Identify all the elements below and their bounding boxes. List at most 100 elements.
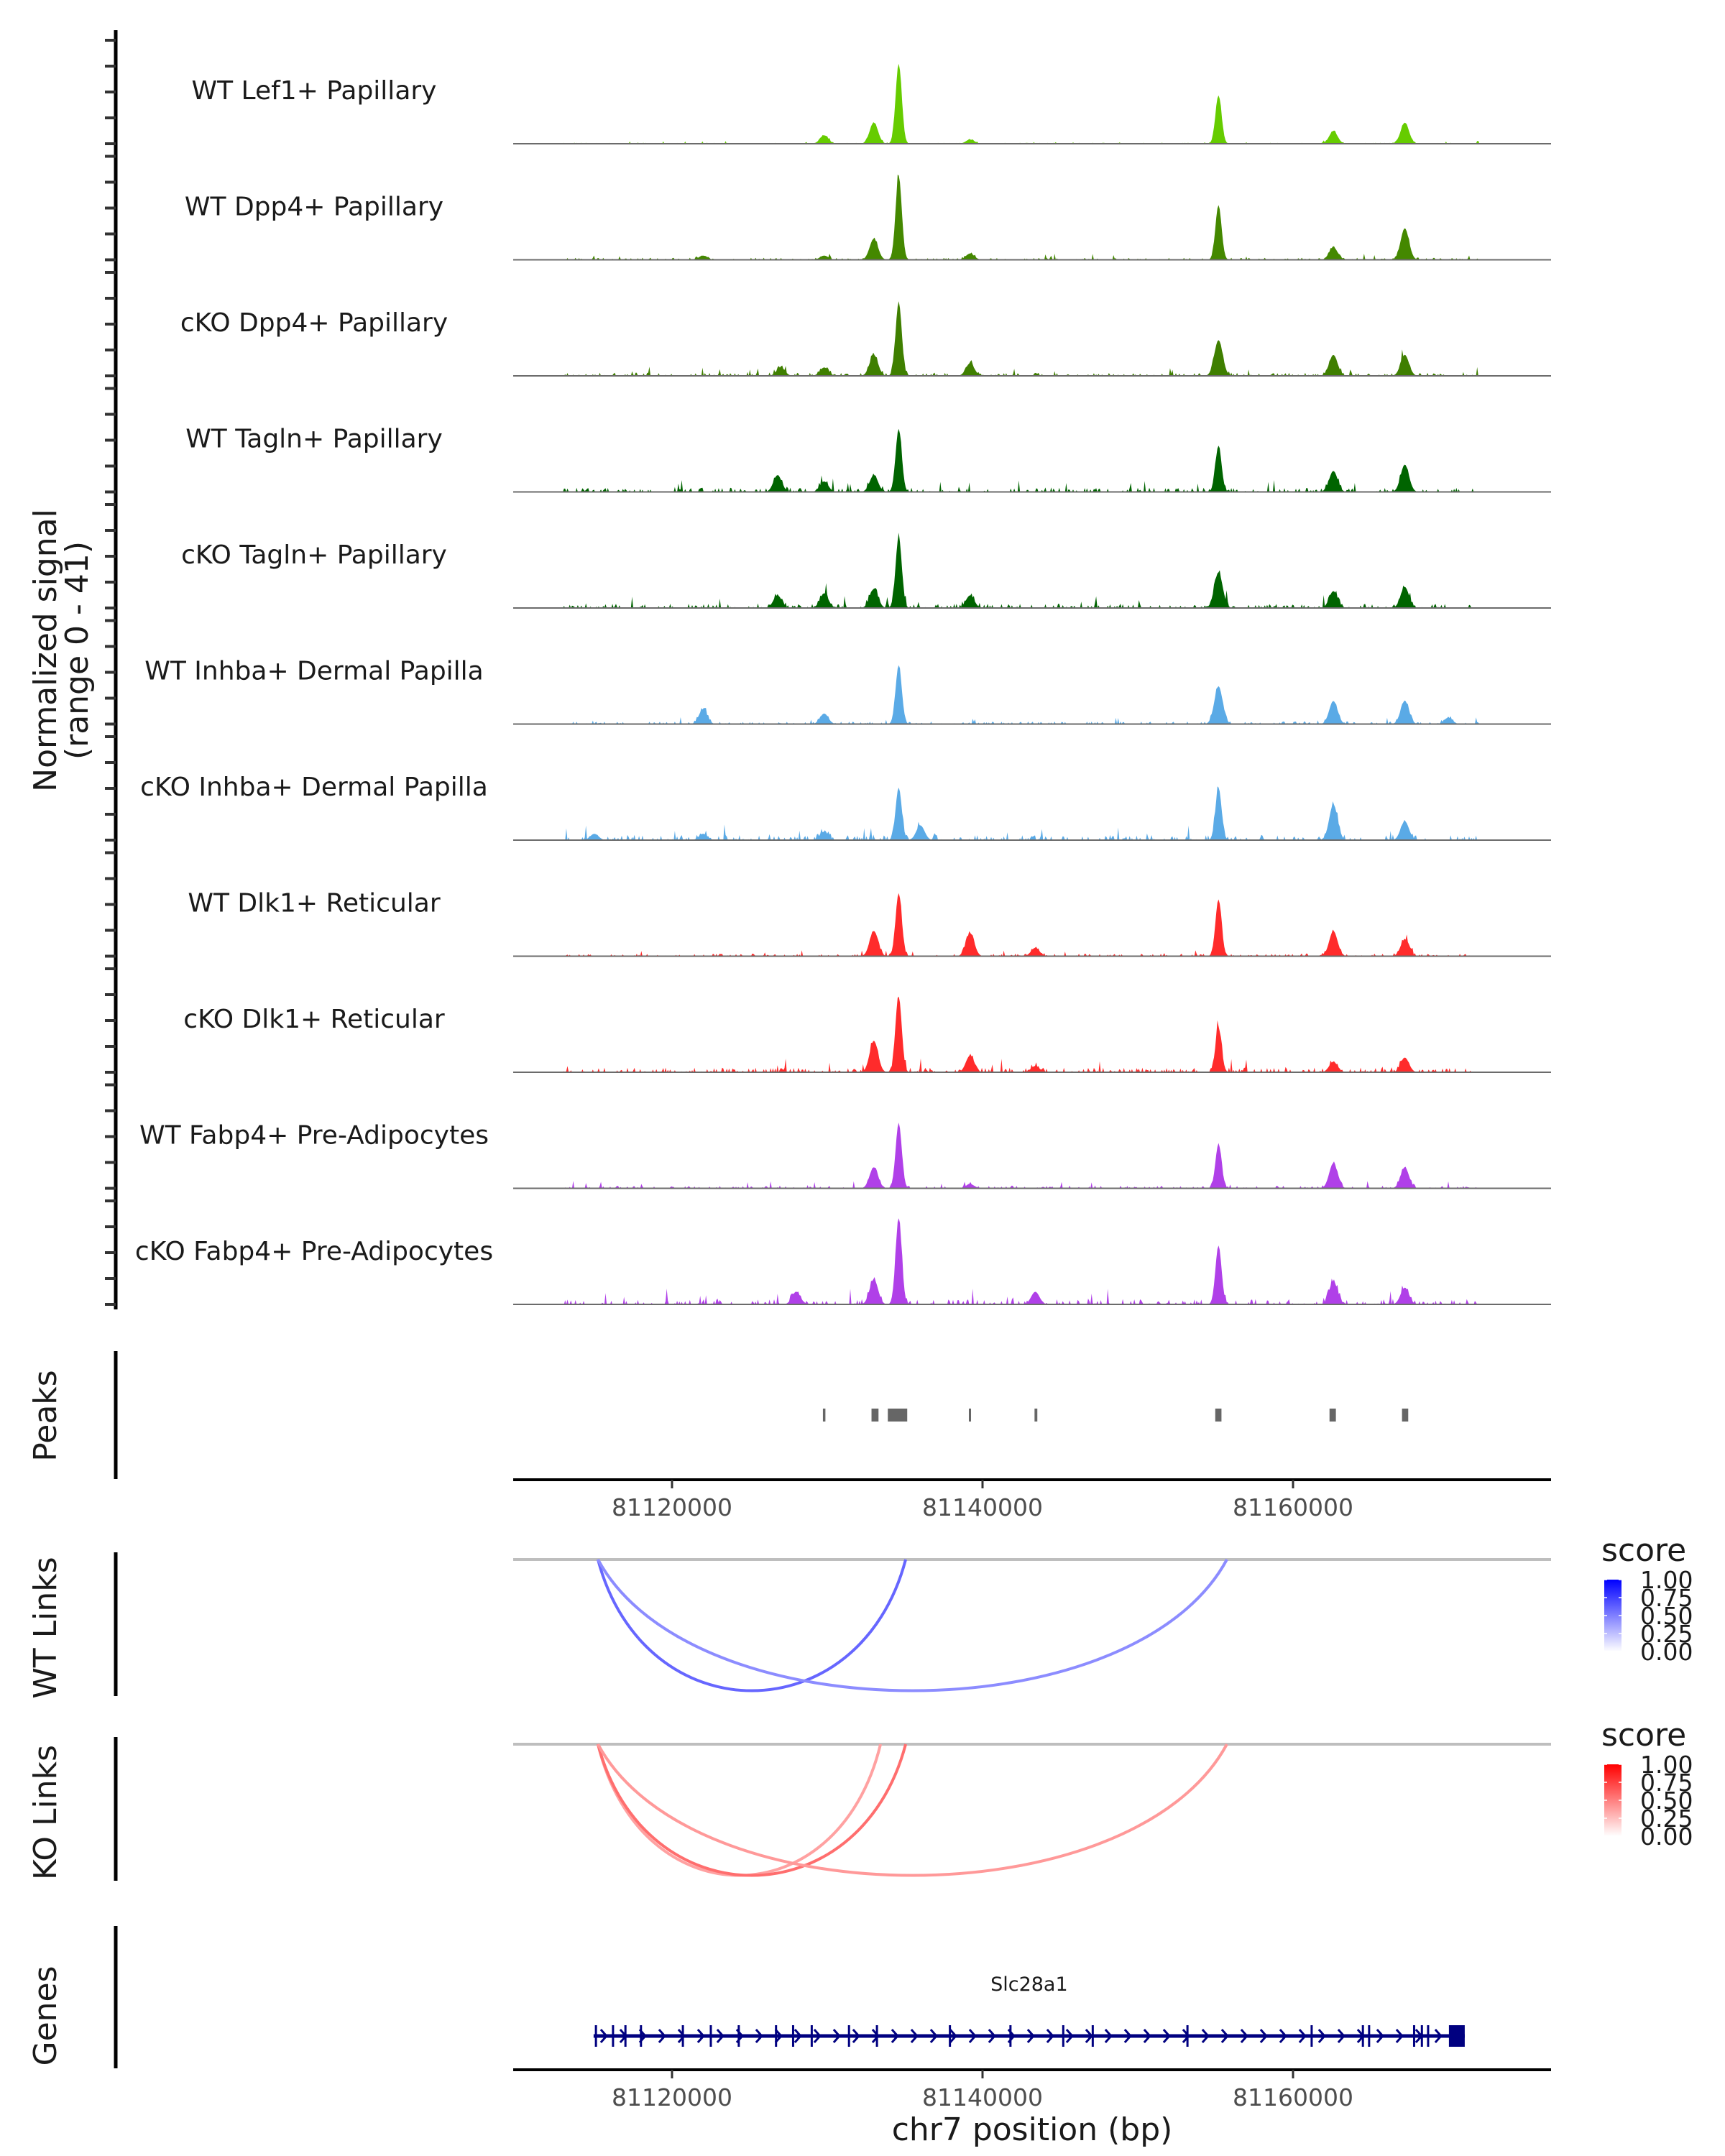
exon (1310, 2025, 1313, 2047)
x-tick-label: 81160000 (1233, 1493, 1353, 1521)
strand-arrow (1434, 2029, 1443, 2043)
exon (791, 2025, 794, 2047)
strand-arrow (1279, 2029, 1287, 2043)
exon (612, 2025, 615, 2047)
exon (1361, 2025, 1364, 2047)
x-tick-label: 81140000 (922, 1493, 1043, 1521)
link-arc (597, 1559, 1228, 1692)
legend-tick-label: 0.25 (1640, 1805, 1693, 1833)
strand-arrow (910, 2029, 919, 2043)
exon (594, 2025, 597, 2047)
signal-area (513, 428, 1551, 492)
strand-arrow (658, 2029, 666, 2043)
signal-track: WT Inhba+ Dermal Papilla (144, 657, 1551, 725)
strand-arrow (1317, 2029, 1326, 2043)
track-label: WT Inhba+ Dermal Papilla (144, 657, 483, 686)
link-arc (597, 1559, 907, 1692)
exon (1062, 2025, 1064, 2047)
strand-arrow (1162, 2029, 1171, 2043)
track-label: cKO Inhba+ Dermal Papilla (140, 773, 488, 802)
track-label: WT Fabp4+ Pre-Adipocytes (139, 1121, 489, 1151)
exon (640, 2025, 643, 2047)
strand-arrow (1220, 2029, 1229, 2043)
legend-tick-label: 0.50 (1640, 1602, 1693, 1630)
exon-last (1448, 2025, 1465, 2047)
link-arc (596, 1743, 883, 1877)
signal-track: cKO Dpp4+ Papillary (180, 301, 1551, 377)
strand-arrow (871, 2029, 880, 2043)
exon (1412, 2025, 1415, 2047)
exon (1091, 2025, 1094, 2047)
gene-models: Slc28a1 (593, 1973, 1465, 2047)
strand-arrow (599, 2029, 608, 2043)
track-label: WT Dpp4+ Papillary (185, 193, 443, 222)
strand-arrow (677, 2029, 686, 2043)
exon (737, 2025, 740, 2047)
legend-tick-label: 0.75 (1640, 1769, 1693, 1797)
peak-region (871, 1409, 879, 1422)
signal-area (513, 893, 1551, 957)
signal-area (513, 665, 1551, 724)
strand-arrow (1395, 2029, 1404, 2043)
x-axis-ticks-lower: 81120000 81140000 81160000 (612, 2070, 1353, 2111)
signal-area (513, 533, 1551, 608)
signal-area (513, 996, 1551, 1072)
strand-arrow (794, 2029, 802, 2043)
peak-region (888, 1409, 908, 1422)
x-tick-label: 81140000 (922, 2083, 1043, 2111)
legend-tick-label: 0.25 (1640, 1620, 1693, 1648)
peak-region (1215, 1409, 1222, 1422)
signal-tracks: WT Lef1+ Papillary WT Dpp4+ Papillary cKO … (135, 63, 1551, 1305)
exon (709, 2025, 712, 2047)
strand-arrow (949, 2029, 957, 2043)
strand-arrow (1046, 2029, 1054, 2043)
exon (1368, 2025, 1371, 2047)
strand-arrow (774, 2029, 783, 2043)
strand-arrow (813, 2029, 822, 2043)
strand-arrow (1104, 2029, 1113, 2043)
y-axis-title-line1: Normalized signal (27, 509, 64, 792)
y-axis-title-line2: (range 0 - 41) (59, 541, 96, 760)
legend-title: score (1601, 1717, 1686, 1754)
exon (875, 2025, 878, 2047)
strand-arrow (1298, 2029, 1307, 2043)
links-track-label: KO Links (27, 1745, 64, 1880)
track-label: cKO Tagln+ Papillary (181, 540, 447, 570)
legend-tick-label: 0.00 (1640, 1823, 1693, 1851)
legend-tick-label: 0.00 (1640, 1638, 1693, 1666)
legend-tick-label: 1.00 (1640, 1751, 1693, 1779)
strand-arrow (852, 2029, 860, 2043)
peak-region (822, 1409, 826, 1422)
signal-track: cKO Tagln+ Papillary (181, 533, 1551, 609)
strand-arrow (1026, 2029, 1035, 2043)
signal-area (513, 63, 1551, 144)
x-tick-label: 81120000 (612, 2083, 732, 2111)
peak-region (1329, 1409, 1336, 1422)
genes-track-label: Genes (27, 1966, 64, 2065)
peak-region (1402, 1409, 1409, 1422)
strand-arrow (1182, 2029, 1190, 2043)
peak-regions (822, 1409, 1409, 1422)
exon (624, 2025, 627, 2047)
strand-arrow (1143, 2029, 1151, 2043)
strand-arrow (968, 2029, 977, 2043)
track-label: cKO Fabp4+ Pre-Adipocytes (135, 1237, 493, 1266)
strand-arrow (1065, 2029, 1074, 2043)
track-label: cKO Dpp4+ Papillary (180, 308, 448, 338)
exon (1009, 2025, 1012, 2047)
exon (681, 2025, 684, 2047)
gene-name: Slc28a1 (990, 1973, 1068, 1996)
strand-arrow (929, 2029, 938, 2043)
signal-track: cKO Inhba+ Dermal Papilla (140, 773, 1551, 841)
legend-tick-label: 1.00 (1640, 1566, 1693, 1594)
x-axis-title: chr7 position (bp) (892, 2111, 1173, 2148)
link-arc (597, 1743, 1228, 1877)
exon (1186, 2025, 1189, 2047)
gene-model: Slc28a1 (593, 1973, 1465, 2047)
exon (810, 2025, 813, 2047)
legend-title: score (1601, 1532, 1686, 1569)
links-track-label: WT Links (27, 1557, 64, 1698)
